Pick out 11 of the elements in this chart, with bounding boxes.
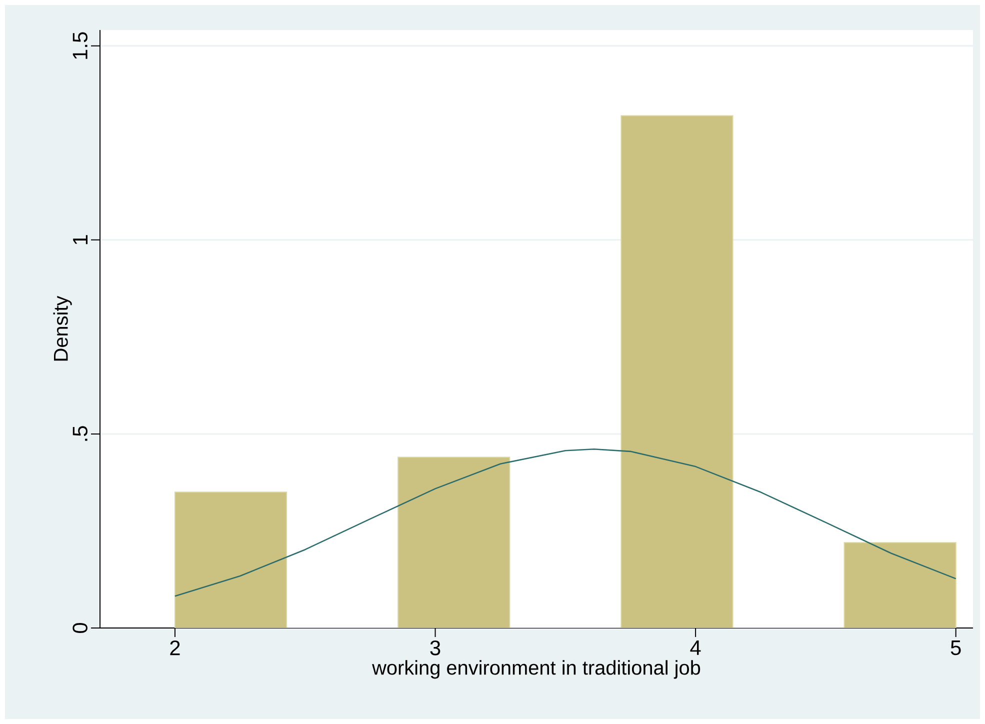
y-tick-label: .5 (72, 426, 88, 441)
x-tick-label: 5 (950, 640, 961, 656)
y-tick-label: 1.5 (72, 32, 88, 59)
x-tick-label: 3 (430, 640, 440, 656)
x-tick-label: 4 (690, 640, 701, 655)
y-axis-title: Density (53, 296, 72, 361)
x-tick-label: 2 (170, 640, 180, 656)
y-tick-label: 1 (73, 235, 88, 244)
line-series (174, 448, 956, 597)
x-axis-title: working environment in traditional job (372, 660, 700, 679)
y-tick-label: 0 (72, 622, 88, 633)
